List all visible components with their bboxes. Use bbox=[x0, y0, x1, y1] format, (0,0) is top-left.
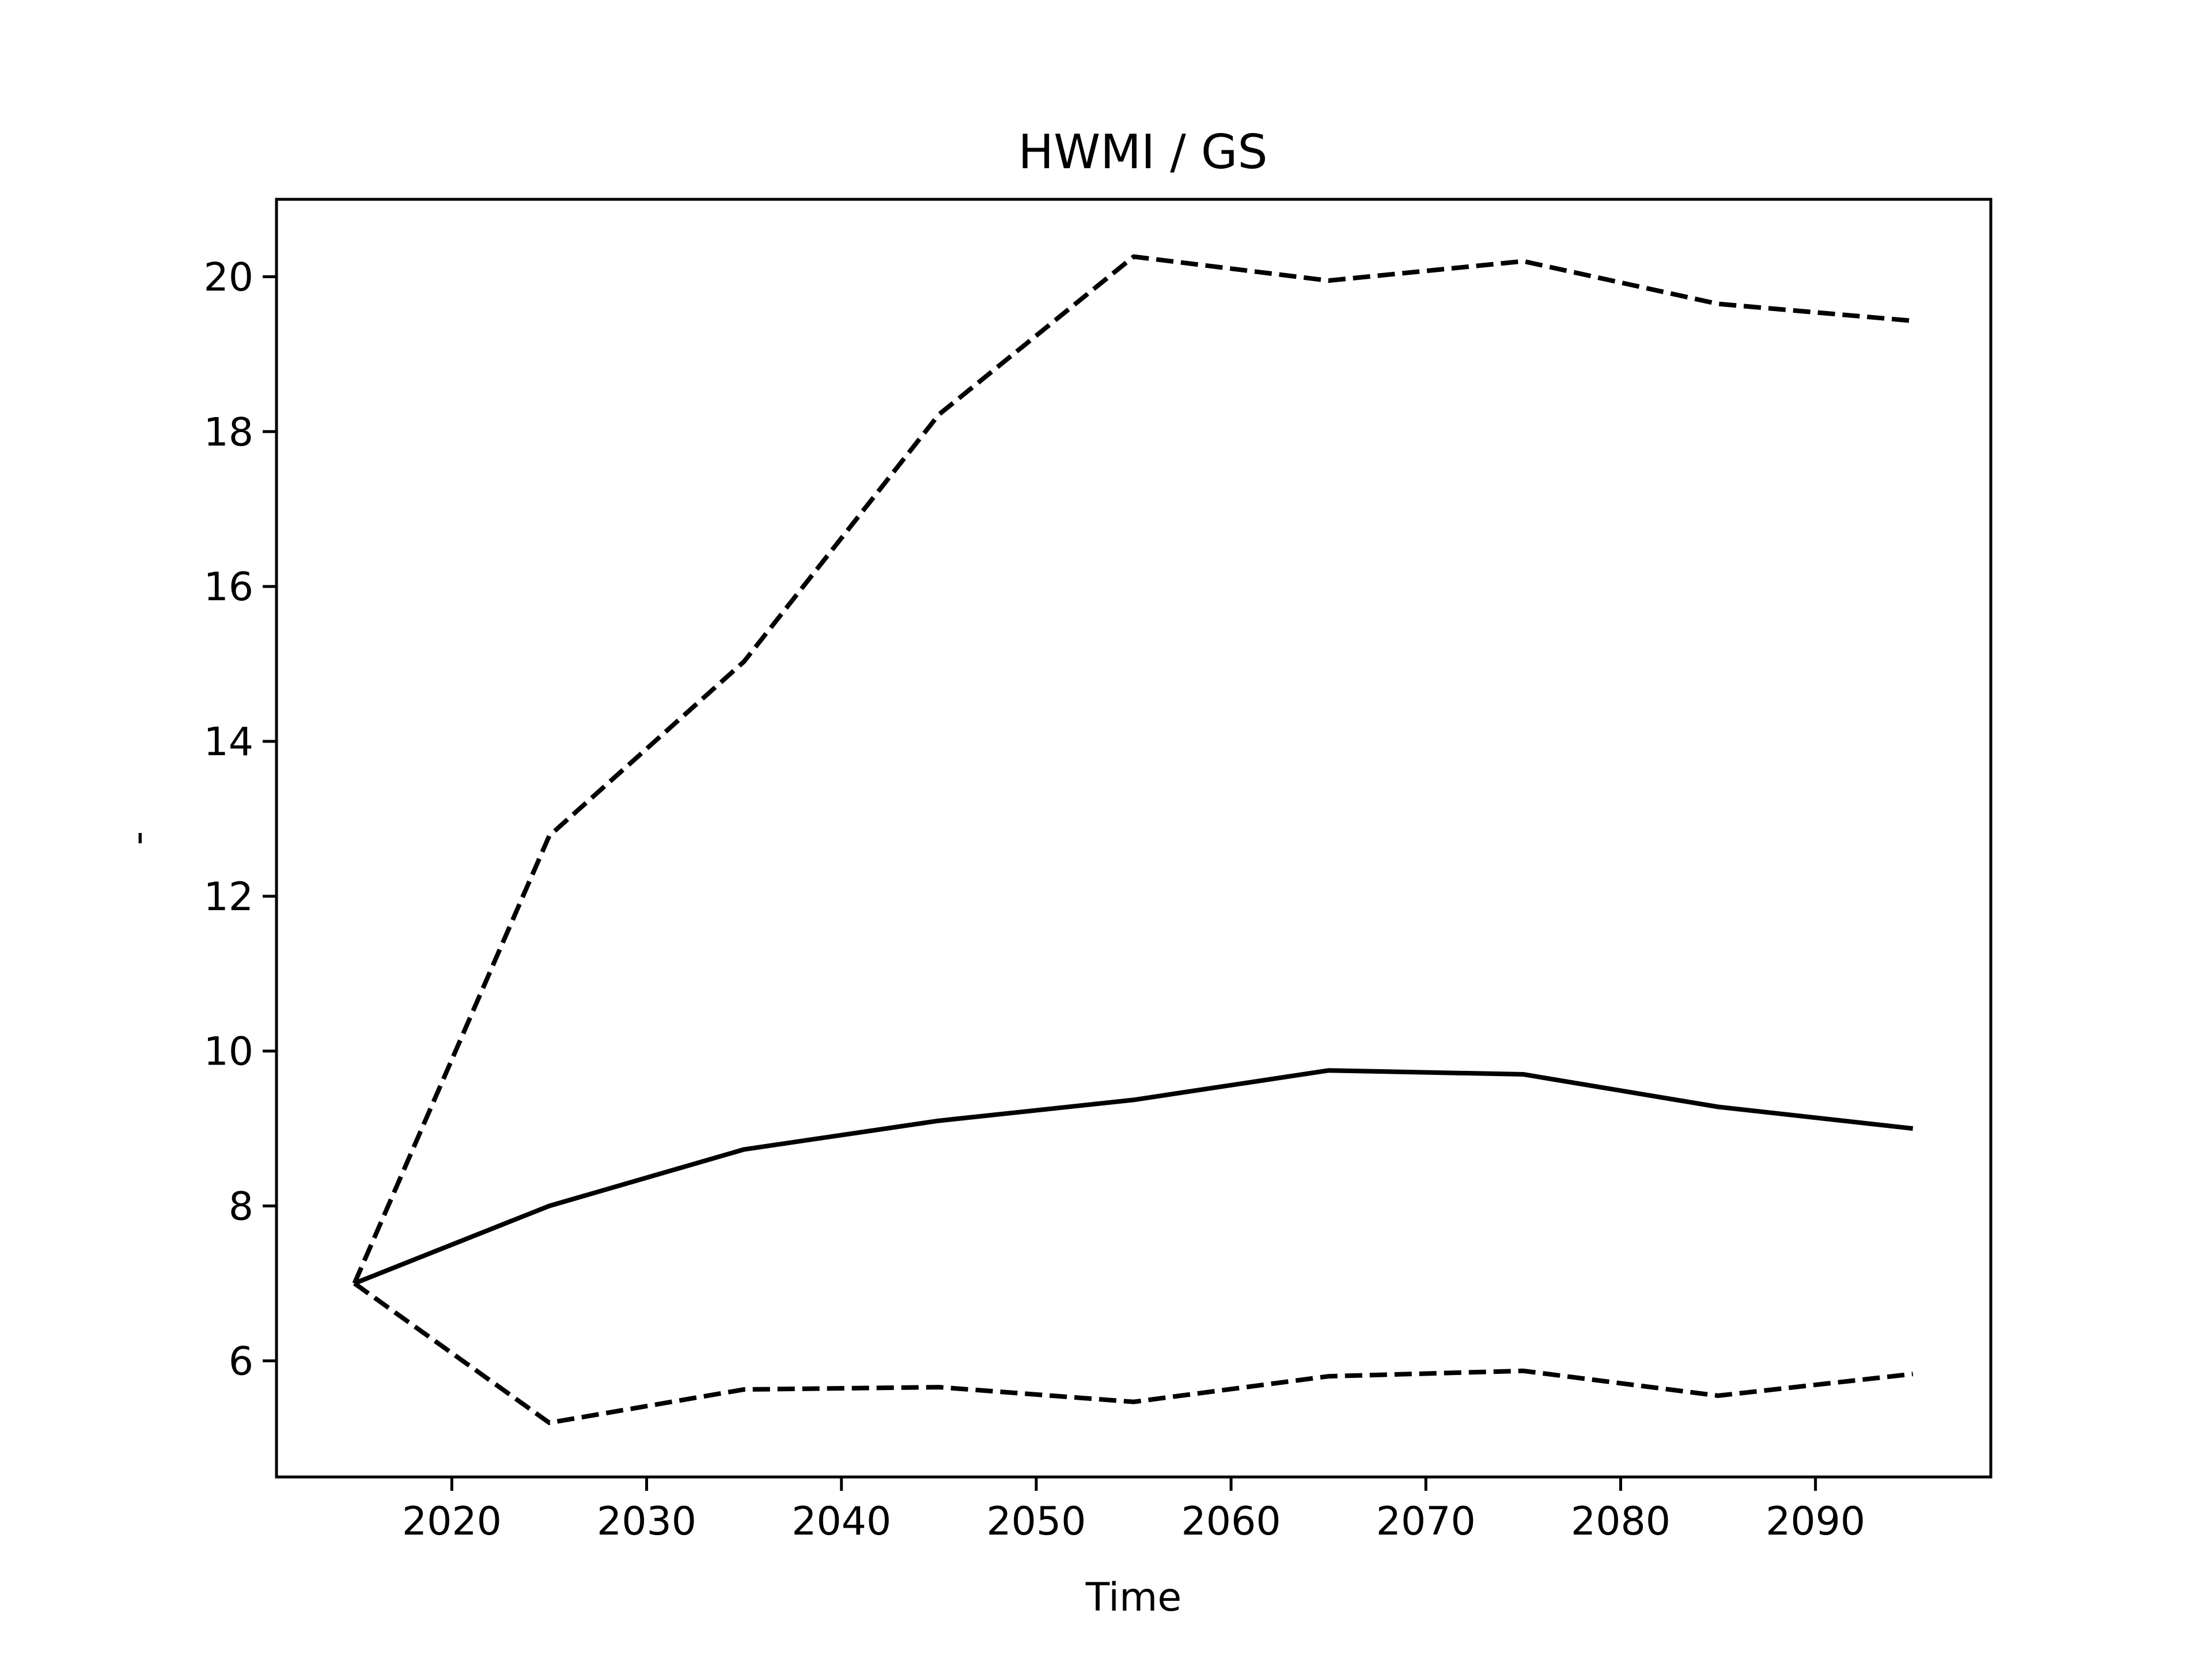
x-tick-label: 2090 bbox=[1766, 1499, 1865, 1544]
y-tick-label: 12 bbox=[203, 874, 253, 920]
y-tick-label: 6 bbox=[229, 1339, 253, 1384]
y-tick-label: 10 bbox=[203, 1029, 253, 1075]
x-tick-label: 2070 bbox=[1376, 1499, 1476, 1544]
y-axis: 6 8 10 12 14 16 18 20 bbox=[203, 255, 276, 1384]
x-tick-label: 2030 bbox=[597, 1499, 696, 1544]
x-tick-label: 2060 bbox=[1181, 1499, 1281, 1544]
solid-series-line-0 bbox=[353, 1068, 1914, 1286]
x-tick-label: 2020 bbox=[402, 1499, 502, 1544]
x-axis-label: Time bbox=[1085, 1575, 1181, 1620]
series-layer bbox=[352, 254, 1914, 1425]
x-axis: 2020 2030 2040 2050 2060 2070 2080 2090 bbox=[402, 1477, 1865, 1544]
plot-frame bbox=[275, 198, 1993, 1479]
x-tick-label: 2080 bbox=[1571, 1499, 1671, 1544]
y-axis-label: - bbox=[115, 831, 161, 846]
dashed-series-line-1 bbox=[352, 254, 1914, 1285]
y-tick-label: 8 bbox=[229, 1184, 253, 1230]
y-tick-label: 14 bbox=[203, 719, 253, 765]
x-tick-label: 2050 bbox=[986, 1499, 1086, 1544]
chart-title: HWMI / GS bbox=[1018, 125, 1267, 180]
dashed-series-line-2 bbox=[353, 1281, 1914, 1425]
y-tick-label: 16 bbox=[203, 565, 253, 610]
x-tick-label: 2040 bbox=[791, 1499, 891, 1544]
y-tick-label: 20 bbox=[203, 255, 253, 300]
y-tick-label: 18 bbox=[203, 410, 253, 455]
